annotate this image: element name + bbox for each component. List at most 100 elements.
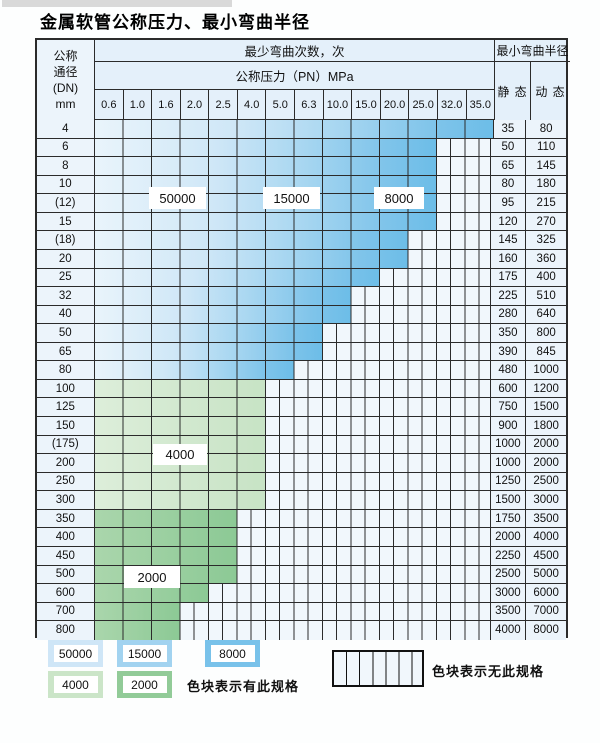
static-radius-value: 350 xyxy=(490,324,527,342)
spec-colored-span xyxy=(94,138,437,157)
table-row: 25 175 400 xyxy=(37,268,566,288)
table-row: 150 900 1800 xyxy=(37,417,566,436)
dn-cell: (18) xyxy=(37,231,95,249)
table-row: 4 35 80 xyxy=(37,120,566,139)
static-radius-value: 225 xyxy=(490,287,527,305)
dn-cell: (12) xyxy=(37,194,95,212)
static-radius-value: 2000 xyxy=(490,528,527,546)
table-row: 800 4000 8000 xyxy=(37,621,566,640)
pressure-grid-row xyxy=(94,621,491,640)
table-row: 8 65 145 xyxy=(37,157,566,176)
legend-swatch-15000: 15000 xyxy=(117,640,172,667)
pressure-column-headers: 0.6 1.0 1.6 2.0 2.5 4.0 5.0 6.3 10.0 15.0 20.0 25.0… xyxy=(95,90,495,120)
dn-cell: 800 xyxy=(37,621,95,640)
spec-colored-span xyxy=(94,584,209,602)
spec-colored-span xyxy=(94,120,494,138)
pressure-grid-row xyxy=(94,472,491,491)
pressure-grid-row xyxy=(94,584,491,602)
dynamic-radius-value: 4500 xyxy=(526,546,566,565)
zone-label-4000: 4000 xyxy=(153,444,207,465)
legend-swatch-50000: 50000 xyxy=(48,640,103,667)
static-radius-value: 1000 xyxy=(490,454,527,472)
pressure-grid-row xyxy=(94,528,491,546)
table-row: 250 1250 2500 xyxy=(37,472,566,492)
dn-cell: 450 xyxy=(37,546,95,565)
table-row: 400 2000 4000 xyxy=(37,528,566,547)
legend-swatch-label: 2000 xyxy=(122,676,167,693)
spec-colored-span xyxy=(94,546,238,565)
pressure-column-label: 25.0 xyxy=(409,90,438,120)
spec-colored-span xyxy=(94,212,437,231)
pressure-grid-row xyxy=(94,398,491,416)
spec-colored-span xyxy=(94,287,352,305)
static-radius-value: 35 xyxy=(490,120,527,138)
static-radius-value: 480 xyxy=(490,361,527,379)
zone-label-2000: 2000 xyxy=(124,566,180,588)
spec-colored-span xyxy=(94,398,266,416)
dn-cell: 20 xyxy=(37,249,95,268)
pressure-grid-row xyxy=(94,287,491,305)
dynamic-radius-value: 3500 xyxy=(526,509,566,528)
legend-swatch-2000: 2000 xyxy=(117,671,172,698)
dynamic-radius-value: 2000 xyxy=(526,435,566,454)
dn-column-header: 公称 通径 (DN) mm xyxy=(37,40,95,120)
pressure-grid-row xyxy=(94,324,491,342)
dn-cell: 600 xyxy=(37,584,95,602)
dynamic-radius-value: 1800 xyxy=(526,417,566,435)
page-title: 金属软管公称压力、最小弯曲半径 xyxy=(40,13,310,33)
pressure-column-label: 35.0 xyxy=(466,90,495,120)
static-radius-value: 50 xyxy=(490,138,527,157)
static-radius-value: 750 xyxy=(490,398,527,416)
spec-colored-span xyxy=(94,509,238,528)
pressure-column-label: 4.0 xyxy=(237,90,267,120)
pressure-column-label: 6.3 xyxy=(295,90,324,120)
static-radius-value: 145 xyxy=(490,231,527,249)
pressure-column-label: 20.0 xyxy=(380,90,410,120)
static-radius-value: 1750 xyxy=(490,509,527,528)
pressure-grid-row xyxy=(94,212,491,231)
static-radius-value: 900 xyxy=(490,417,527,435)
table-row: 350 1750 3500 xyxy=(37,509,566,529)
dynamic-radius-value: 5000 xyxy=(526,565,566,584)
dn-cell: 125 xyxy=(37,398,95,416)
spec-colored-span xyxy=(94,268,380,287)
table-row: 80 480 1000 xyxy=(37,361,566,380)
dynamic-radius-value: 270 xyxy=(526,212,566,231)
pressure-grid-row xyxy=(94,157,491,175)
spec-colored-span xyxy=(94,491,266,509)
table-row: 450 2250 4500 xyxy=(37,546,566,566)
dynamic-radius-value: 215 xyxy=(526,194,566,212)
legend-swatch-label: 4000 xyxy=(53,676,98,693)
dynamic-radius-value: 510 xyxy=(526,287,566,305)
table-row: 65 390 845 xyxy=(37,342,566,362)
spec-colored-span xyxy=(94,361,295,379)
static-radius-value: 390 xyxy=(490,342,527,361)
zone-label-8000: 8000 xyxy=(374,187,424,209)
spec-colored-span xyxy=(94,602,181,621)
dynamic-column-header: 动 态 xyxy=(530,62,570,120)
legend-swatch-label: 50000 xyxy=(53,645,98,662)
no-spec-sample-swatch xyxy=(332,650,424,687)
pressure-grid-row xyxy=(94,546,491,565)
dynamic-radius-value: 8000 xyxy=(526,621,566,640)
dn-cell: 6 xyxy=(37,138,95,157)
dn-cell: 25 xyxy=(37,268,95,287)
dn-cell: 250 xyxy=(37,472,95,491)
pressure-grid-row xyxy=(94,602,491,621)
pressure-column-label: 2.5 xyxy=(209,90,238,120)
dn-cell: 40 xyxy=(37,305,95,324)
table-row: 100 600 1200 xyxy=(37,379,566,399)
spec-colored-span xyxy=(94,621,181,640)
static-radius-value: 280 xyxy=(490,305,527,324)
pressure-grid-row xyxy=(94,138,491,157)
static-radius-value: 1000 xyxy=(490,435,527,454)
nominal-pressure-header: 公称压力（PN）MPa xyxy=(95,62,494,90)
static-radius-value: 3500 xyxy=(490,602,527,621)
zone-label-50000: 50000 xyxy=(149,187,206,209)
dn-cell: 100 xyxy=(37,379,95,398)
dynamic-radius-value: 6000 xyxy=(526,584,566,602)
pressure-grid-row xyxy=(94,509,491,528)
static-radius-value: 2250 xyxy=(490,546,527,565)
spec-table: 公称 通径 (DN) mm 最少弯曲次数，次 最小弯曲半径 公称压力（PN）MPa 静… xyxy=(35,38,570,640)
